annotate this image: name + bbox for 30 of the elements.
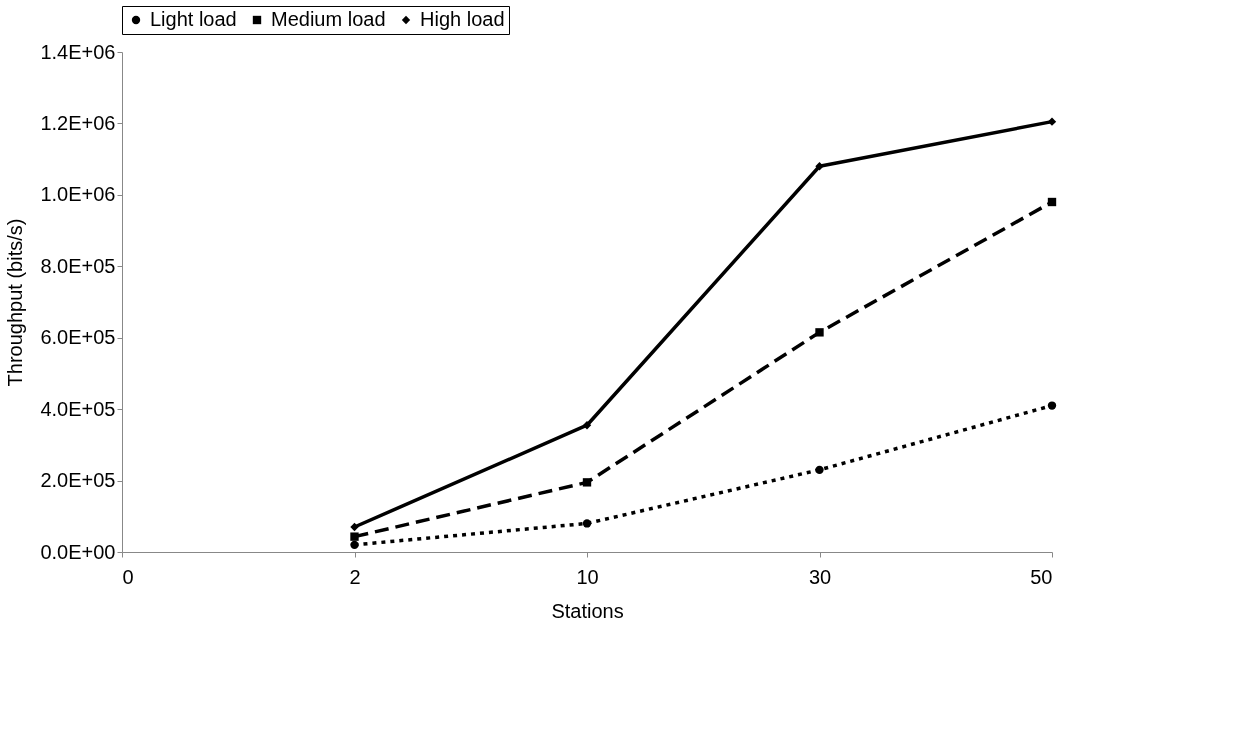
y-axis-title: Throughput (bits/s) [4,218,27,387]
point [350,522,359,532]
legend-label: Light load [150,8,237,30]
legend-label: High load [420,8,505,30]
x-tick-label: 2 [349,565,361,588]
point [350,540,359,550]
y-tick-label: 1.2E+06 [40,111,116,134]
point [1047,197,1057,207]
y-tick-label: 1.4E+06 [40,40,116,63]
x-tick-label: 10 [576,565,599,588]
x-tick-label: 50 [1030,565,1053,588]
point [1047,401,1057,410]
y-tick-label: 4.0E+05 [40,397,116,420]
point [350,532,359,541]
x-tick-label: 0 [122,565,134,588]
y-tick-label: 0.0E+00 [40,540,116,563]
point [582,421,592,430]
point [815,328,824,337]
point [815,465,824,475]
point [582,478,592,487]
y-tick-label: 2.0E+05 [40,469,116,492]
x-tick-label: 30 [808,565,832,588]
y-tick-label: 6.0E+05 [40,326,116,349]
point [1047,117,1057,126]
y-tick-label: 1.0E+06 [40,183,116,206]
y-tick-label: 8.0E+05 [40,254,116,277]
point [815,162,824,171]
point [582,519,592,528]
x-axis-title: Stations [551,599,624,622]
legend-label: Medium load [271,8,386,30]
